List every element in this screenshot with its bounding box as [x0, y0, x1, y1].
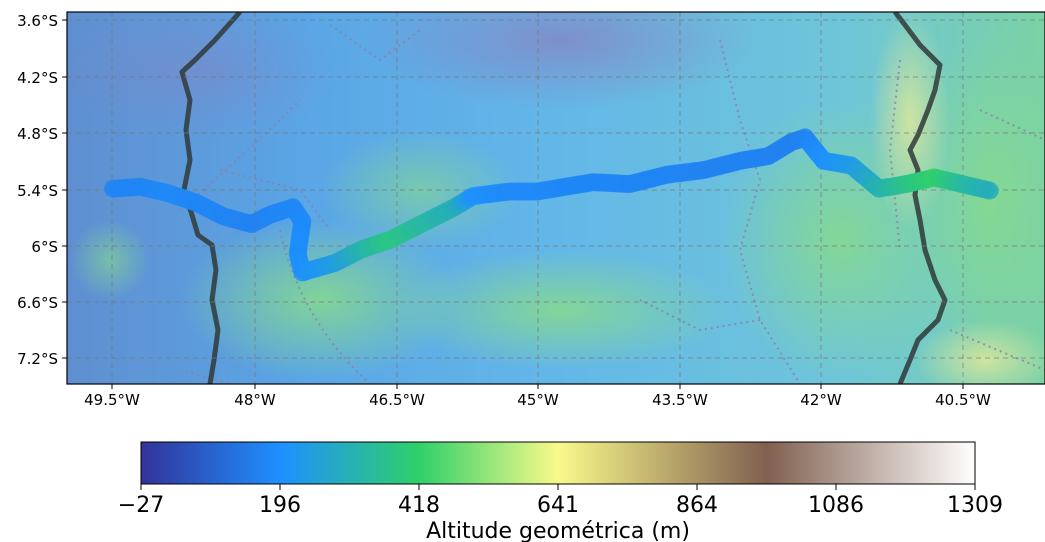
lat-tick-label: 3.6°S [17, 12, 58, 30]
lat-tick-label: 4.2°S [17, 69, 58, 87]
colorbar-tick-label: 1309 [947, 493, 1003, 518]
lon-tick-label: 45°W [517, 391, 559, 409]
lon-tick-label: 48°W [234, 391, 276, 409]
dotted-boundaries [179, 24, 1045, 384]
lon-tick-label: 43.5°W [652, 391, 708, 409]
colorbar-tick-label: 1086 [808, 493, 864, 518]
colorbar-tick-label: 641 [537, 493, 579, 518]
colorbar-gradient [140, 441, 976, 485]
highland-south-center [390, 250, 730, 370]
lowland-west [67, 12, 340, 140]
lat-tick-label: 7.2°S [17, 350, 58, 368]
lon-tick-label: 40.5°W [935, 391, 991, 409]
colorbar-tick-label: 418 [398, 493, 440, 518]
colorbar: −27 196 418 641 864 1086 1309 Altitude g… [118, 441, 1003, 542]
lat-tick-label: 6.6°S [17, 294, 58, 312]
lowland-north [360, 12, 760, 110]
longitude-axis: 49.5°W 48°W 46.5°W 45°W 43.5°W 42°W 40.5… [84, 384, 991, 409]
track-point [980, 181, 999, 200]
lat-tick-label: 6°S [31, 238, 58, 256]
lon-tick-label: 49.5°W [84, 391, 140, 409]
colorbar-tick-label: 864 [676, 493, 718, 518]
colorbar-tick-label: 196 [259, 493, 301, 518]
lat-tick-label: 5.4°S [17, 182, 58, 200]
flight-track [104, 128, 999, 282]
lat-tick-label: 4.8°S [17, 125, 58, 143]
lon-tick-label: 42°W [800, 391, 842, 409]
plateau-south-east [915, 320, 1045, 384]
highland-west-small [70, 220, 150, 300]
map-frame [66, 11, 1045, 385]
colorbar-tick-label: −27 [118, 493, 164, 518]
map-panel [67, 12, 1045, 384]
lon-tick-label: 46.5°W [369, 391, 425, 409]
colorbar-label: Altitude geométrica (m) [426, 519, 690, 542]
latitude-axis: 3.6°S 4.2°S 4.8°S 5.4°S 6°S 6.6°S 7.2°S [17, 12, 67, 368]
highland-south-west [180, 220, 460, 380]
